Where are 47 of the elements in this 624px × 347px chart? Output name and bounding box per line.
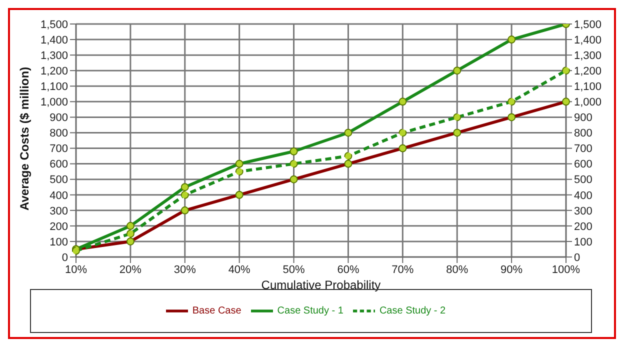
y-tick-label: 1,300: [40, 50, 68, 62]
legend-label: Case Study - 2: [379, 306, 446, 317]
y2-tick-label: 100: [574, 236, 592, 248]
x-tick-label: 60%: [337, 264, 360, 276]
x-tick-label: 80%: [446, 264, 468, 276]
y2-tick-label: 400: [574, 190, 592, 202]
y-tick-label: 200: [50, 220, 68, 233]
y-tick-label: 900: [50, 112, 68, 124]
y-axis-title: Average Costs ($ million): [17, 66, 32, 210]
x-axis-title: Cumulative Probability: [261, 278, 381, 292]
legend-label: Base Case: [192, 306, 242, 317]
x-tick-label: 50%: [282, 264, 305, 276]
legend-label: Case Study - 1: [277, 306, 344, 317]
y2-tick-label: 1,100: [574, 81, 602, 94]
y2-tick-label: 200: [574, 220, 592, 233]
x-tick-label: 40%: [228, 264, 251, 276]
x-tick-label: 70%: [392, 264, 414, 276]
y-tick-label: 600: [50, 158, 68, 171]
y-tick-label: 1,000: [40, 96, 68, 109]
y-tick-label: 1,500: [40, 18, 68, 31]
x-tick-label: 100%: [552, 264, 580, 276]
y-tick-label: 800: [50, 128, 68, 140]
y-tick-label: 1,100: [40, 81, 68, 94]
y2-tick-label: 1,500: [574, 18, 602, 31]
y-tick-label: 100: [50, 236, 68, 248]
y2-tick-label: 0: [574, 252, 580, 264]
y2-tick-label: 300: [574, 205, 592, 218]
y2-tick-label: 1,000: [574, 96, 602, 109]
x-tick-label: 90%: [500, 264, 523, 276]
y2-tick-label: 500: [574, 174, 592, 186]
x-tick-label: 10%: [64, 264, 88, 276]
y2-tick-label: 600: [574, 158, 592, 171]
y2-tick-label: 700: [574, 143, 592, 156]
y-tick-label: 500: [50, 174, 68, 186]
y2-tick-label: 900: [574, 112, 592, 124]
x-tick-label: 20%: [119, 264, 142, 276]
y-tick-label: 400: [50, 190, 68, 202]
y2-tick-label: 1,200: [574, 66, 602, 78]
y-tick-label: 1,200: [40, 66, 68, 78]
y2-tick-label: 1,400: [574, 34, 602, 46]
y-tick-label: 700: [50, 143, 68, 156]
y-tick-label: 0: [62, 252, 68, 264]
x-tick-label: 30%: [174, 264, 196, 276]
y2-tick-label: 800: [574, 128, 592, 140]
y-tick-label: 1,400: [40, 34, 68, 46]
y2-tick-label: 1,300: [574, 50, 602, 62]
y-tick-label: 300: [50, 205, 68, 218]
